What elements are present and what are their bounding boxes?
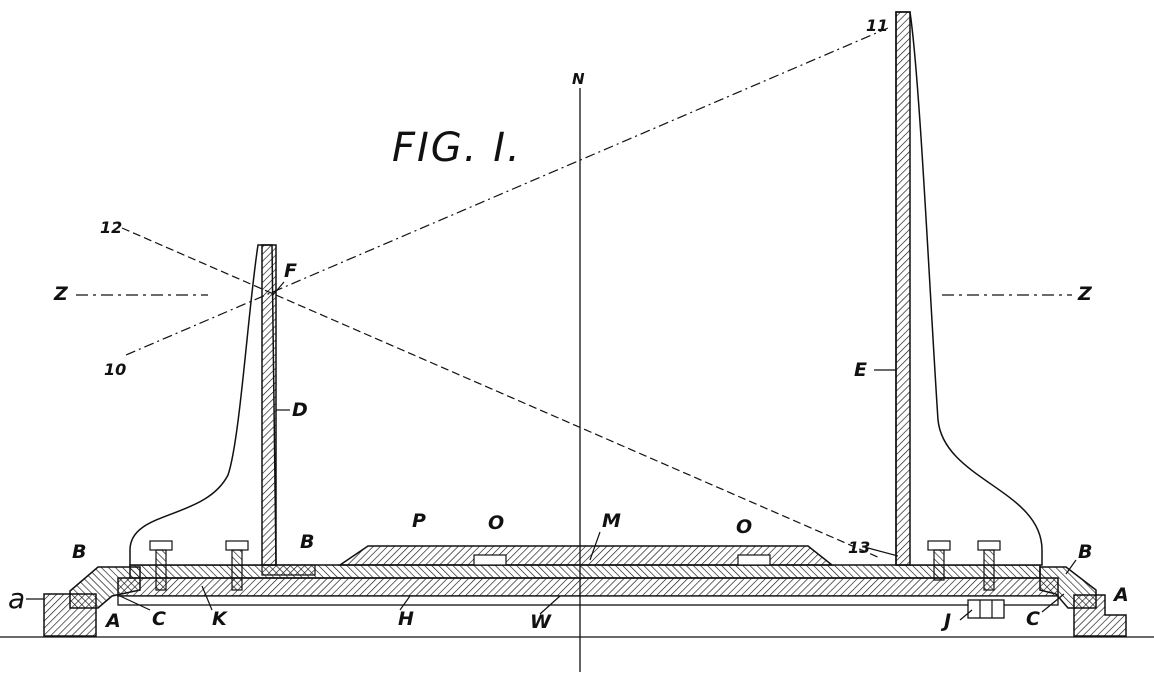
slot-o-right bbox=[737, 554, 771, 566]
label-o-right: O bbox=[736, 516, 753, 538]
label-k: K bbox=[212, 608, 227, 630]
label-b-mid: B bbox=[300, 531, 315, 553]
label-m: M bbox=[602, 510, 621, 532]
label-p: P bbox=[412, 510, 426, 532]
leader-w bbox=[539, 595, 561, 615]
screw-left-1 bbox=[149, 540, 173, 591]
label-a-right: A bbox=[1114, 584, 1129, 606]
leader-f bbox=[271, 281, 285, 297]
leader-b-right bbox=[1065, 559, 1077, 575]
support-plate-w bbox=[117, 595, 1059, 606]
label-c-right: C bbox=[1026, 608, 1040, 630]
label-c-left: C bbox=[152, 608, 166, 630]
label-b-left: B bbox=[72, 541, 87, 563]
label-e: E bbox=[854, 359, 867, 381]
leader-13 bbox=[867, 547, 899, 557]
label-z-right: Z bbox=[1078, 283, 1092, 305]
label-j: J bbox=[944, 610, 952, 632]
sight-line-10-11 bbox=[125, 27, 889, 356]
sight-line-12-13 bbox=[121, 227, 881, 559]
screw-left-2 bbox=[225, 540, 249, 591]
label-w: W bbox=[530, 611, 551, 633]
upright-d-foot bbox=[261, 564, 316, 576]
label-12: 12 bbox=[100, 218, 123, 237]
upright-d-outline bbox=[129, 244, 277, 566]
raised-block-p bbox=[337, 545, 835, 566]
upright-e-outline bbox=[895, 11, 1043, 566]
leader-h bbox=[399, 595, 411, 611]
label-13: 13 bbox=[848, 538, 871, 557]
screw-right-2 bbox=[977, 540, 1001, 591]
label-f: F bbox=[284, 260, 297, 282]
leader-j bbox=[959, 609, 973, 621]
label-n: N bbox=[572, 70, 585, 88]
label-o-left: O bbox=[488, 512, 505, 534]
upright-e bbox=[895, 11, 911, 566]
leader-k bbox=[201, 585, 213, 611]
clamp-j bbox=[967, 599, 1005, 619]
label-h: H bbox=[398, 608, 414, 630]
figure-title: FIG. I. bbox=[392, 125, 522, 171]
leader-m bbox=[589, 531, 601, 561]
screw-right-1 bbox=[927, 540, 951, 581]
label-10: 10 bbox=[104, 360, 127, 379]
label-a-lower: a bbox=[8, 582, 26, 615]
slot-o-left bbox=[473, 554, 507, 566]
label-z-left: Z bbox=[54, 283, 68, 305]
base-plate-h bbox=[117, 577, 1059, 597]
label-d: D bbox=[292, 399, 308, 421]
label-a-left: A bbox=[106, 610, 121, 632]
leader-c-right bbox=[1041, 593, 1065, 613]
leader-c-left bbox=[119, 595, 151, 611]
label-b-right: B bbox=[1078, 541, 1093, 563]
label-11: 11 bbox=[866, 16, 889, 35]
